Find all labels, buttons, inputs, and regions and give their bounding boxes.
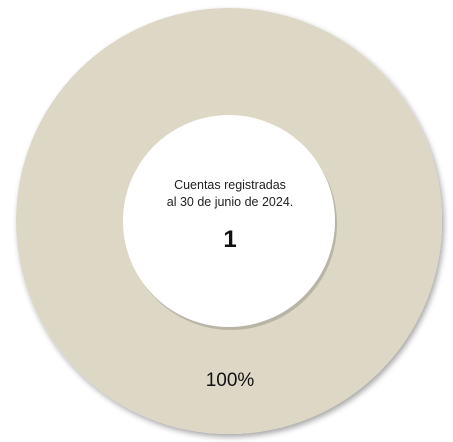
donut-hole bbox=[123, 115, 335, 327]
center-label-line2: al 30 de junio de 2024. bbox=[166, 195, 294, 209]
center-label-line1: Cuentas registradas bbox=[174, 178, 286, 192]
slice-data-label: 100% bbox=[205, 370, 255, 391]
center-value: 1 bbox=[223, 226, 237, 253]
